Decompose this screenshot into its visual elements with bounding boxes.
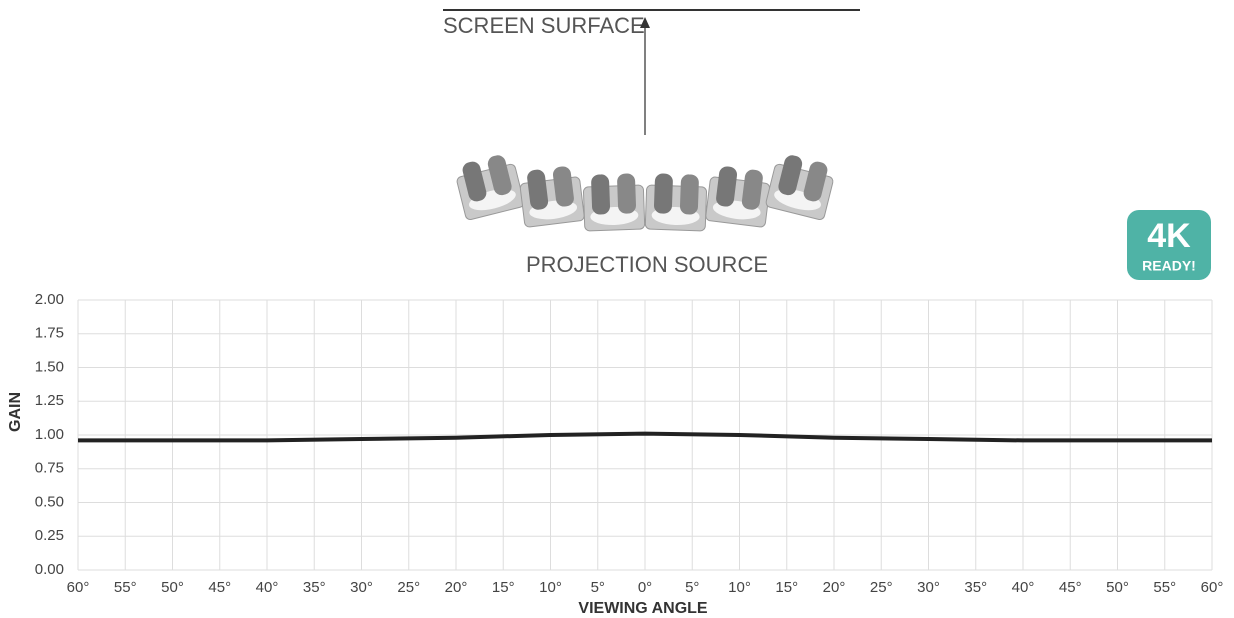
seats [453, 152, 837, 231]
seat [765, 152, 837, 221]
x-tick-label: 5° [591, 579, 605, 596]
y-tick-label: 2.00 [35, 291, 64, 308]
x-tick-label: 10° [728, 579, 751, 596]
seat [583, 173, 645, 231]
x-tick-label: 20° [823, 579, 846, 596]
x-tick-label: 10° [539, 579, 562, 596]
seat [645, 173, 707, 231]
screen-label: SCREEN SURFACE [443, 13, 645, 38]
badge-title: 4K [1147, 217, 1191, 255]
y-tick-label: 1.00 [35, 426, 64, 443]
y-tick-label: 1.75 [35, 325, 64, 342]
x-tick-label: 15° [492, 579, 515, 596]
x-tick-label: 55° [1153, 579, 1176, 596]
x-tick-label: 55° [114, 579, 137, 596]
seat [518, 165, 584, 228]
x-tick-label: 40° [256, 579, 279, 596]
y-tick-label: 0.00 [35, 561, 64, 578]
chart: SCREEN SURFACE PROJECTION SOURCE 4K READ… [0, 0, 1234, 618]
x-tick-label: 0° [638, 579, 652, 596]
x-tick-label: 35° [303, 579, 326, 596]
x-tick-label: 25° [870, 579, 893, 596]
x-tick-label: 35° [964, 579, 987, 596]
seat-back [680, 174, 699, 215]
x-axis-label: VIEWING ANGLE [578, 600, 708, 617]
y-tick-label: 1.50 [35, 358, 64, 375]
y-tick-label: 0.50 [35, 493, 64, 510]
seat-back [654, 173, 673, 214]
source-label: PROJECTION SOURCE [526, 252, 768, 277]
x-tick-label: 15° [775, 579, 798, 596]
x-tick-label: 50° [161, 579, 184, 596]
seat [705, 165, 771, 228]
x-tick-label: 40° [1012, 579, 1035, 596]
y-tick-label: 0.75 [35, 460, 64, 477]
seat-back [617, 173, 636, 214]
x-tick-label: 25° [397, 579, 420, 596]
x-tick-label: 50° [1106, 579, 1129, 596]
x-tick-label: 45° [1059, 579, 1082, 596]
y-axis-label: GAIN [7, 392, 24, 432]
x-tick-label: 45° [208, 579, 231, 596]
x-tick-label: 30° [917, 579, 940, 596]
y-tick-label: 1.25 [35, 392, 64, 409]
seat-back [591, 174, 610, 215]
seat [453, 152, 525, 221]
badge-subtitle: READY! [1142, 258, 1196, 274]
x-tick-label: 30° [350, 579, 373, 596]
x-tick-label: 60° [67, 579, 90, 596]
x-tick-label: 5° [685, 579, 699, 596]
x-tick-label: 60° [1201, 579, 1224, 596]
x-tick-label: 20° [445, 579, 468, 596]
y-tick-label: 0.25 [35, 527, 64, 544]
